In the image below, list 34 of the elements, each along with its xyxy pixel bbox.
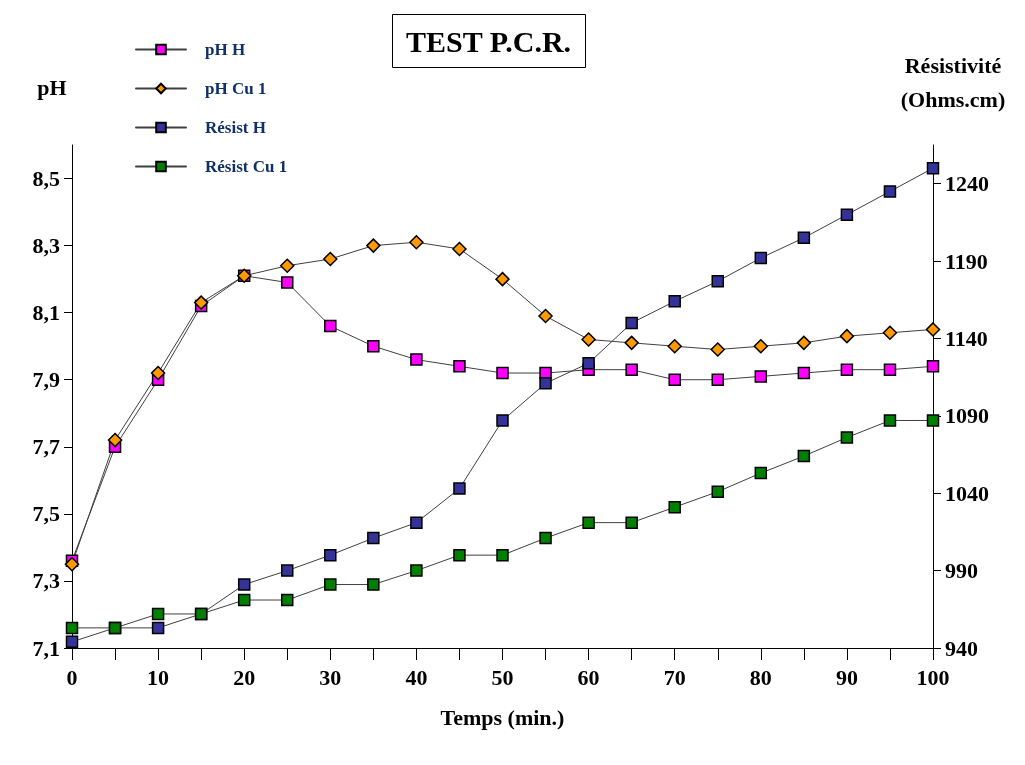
y2-tick-label: 1040 — [945, 480, 989, 506]
legend-label: pH H — [205, 40, 246, 59]
y2-tick-label: 1190 — [945, 248, 988, 274]
y2-tick-label: 1240 — [945, 171, 989, 197]
x-tick-label: 30 — [319, 664, 342, 690]
x-axis-title: Temps (min.) — [440, 704, 565, 730]
y-tick-label: 7,7 — [32, 434, 60, 460]
y2-tick-label: 1140 — [945, 325, 988, 351]
x-tick-label: 80 — [749, 664, 772, 690]
y2-tick-label: 990 — [945, 558, 978, 584]
x-tick-label: 90 — [835, 664, 858, 690]
x-tick-label: 20 — [233, 664, 256, 690]
y-tick-label: 7,3 — [32, 568, 60, 594]
x-tick-label: 10 — [147, 664, 170, 690]
y-tick-label: 8,5 — [32, 166, 60, 192]
legend-label: Résist Cu 1 — [205, 157, 288, 176]
y-tick-label: 7,5 — [32, 501, 60, 527]
x-tick-label: 0 — [66, 664, 78, 690]
chart-title: TEST P.C.R. — [406, 24, 572, 58]
y-tick-label: 8,3 — [32, 233, 60, 259]
x-tick-label: 70 — [663, 664, 686, 690]
y2-tick-label: 940 — [945, 635, 978, 661]
y2-tick-label: 1090 — [945, 403, 989, 429]
y2-axis-title: Résistivité (Ohms.cm) — [900, 52, 1006, 112]
y-tick-label: 7,9 — [32, 367, 60, 393]
y-tick-label: 7,1 — [32, 635, 60, 661]
x-tick-label: 50 — [491, 664, 514, 690]
x-tick-label: 100 — [916, 664, 950, 690]
y-tick-label: 8,1 — [32, 300, 60, 326]
x-tick-label: 40 — [405, 664, 428, 690]
y-axis-title: pH — [37, 74, 67, 100]
x-tick-label: 60 — [577, 664, 600, 690]
legend-label: Résist H — [205, 118, 266, 137]
legend-label: pH Cu 1 — [205, 79, 267, 98]
